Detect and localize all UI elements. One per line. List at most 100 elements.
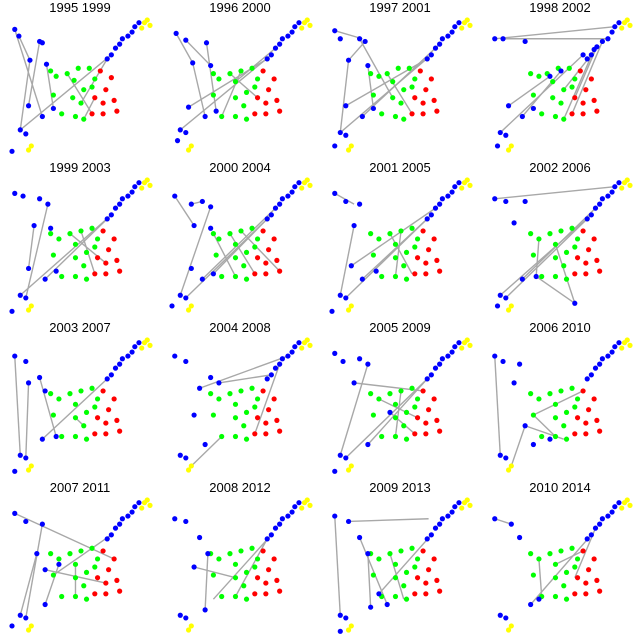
blue-point — [332, 468, 338, 474]
yellow-point — [508, 463, 514, 469]
link-line — [179, 206, 212, 296]
blue-point — [343, 132, 349, 138]
green-point — [254, 556, 261, 562]
green-point — [83, 436, 90, 442]
blue-point — [272, 525, 279, 531]
red-point — [266, 247, 272, 253]
blue-point — [609, 349, 615, 355]
red-point — [252, 591, 258, 597]
blue-point — [289, 189, 295, 195]
green-point — [398, 100, 404, 106]
blue-point — [23, 455, 29, 461]
yellow-point — [627, 22, 633, 28]
yellow-point — [301, 340, 308, 346]
blue-point — [12, 26, 18, 32]
red-point — [577, 68, 583, 74]
red-point — [277, 588, 283, 594]
green-point — [403, 569, 410, 575]
green-point — [409, 545, 415, 551]
link-line — [19, 60, 31, 130]
green-point — [50, 252, 57, 258]
green-point — [72, 273, 79, 280]
red-point — [574, 575, 581, 581]
blue-point — [191, 564, 197, 570]
blue-point — [129, 509, 135, 515]
link-line — [212, 218, 268, 275]
yellow-point — [345, 307, 352, 313]
blue-point — [272, 45, 279, 51]
blue-point — [329, 308, 335, 314]
blue-point — [268, 532, 274, 538]
blue-point — [599, 516, 605, 522]
blue-point — [432, 205, 439, 211]
yellow-point — [299, 185, 305, 191]
link-line — [367, 553, 372, 608]
red-point — [271, 396, 277, 402]
link-line — [229, 73, 259, 99]
link-line — [535, 238, 540, 277]
green-point — [392, 593, 399, 600]
red-point — [277, 428, 283, 434]
green-point — [232, 255, 239, 261]
yellow-point — [301, 180, 308, 186]
link-line — [25, 203, 49, 299]
blue-point — [296, 500, 302, 506]
red-point — [594, 108, 600, 114]
green-point — [547, 551, 553, 557]
yellow-point — [147, 342, 153, 348]
blue-point — [23, 518, 29, 525]
green-point — [232, 95, 239, 101]
panel-title: 1999 2003 — [49, 160, 111, 175]
green-point — [390, 95, 396, 101]
red-point — [274, 97, 280, 103]
green-point — [216, 396, 222, 402]
link-line — [218, 374, 272, 384]
green-point — [552, 255, 559, 261]
yellow-point — [345, 627, 352, 633]
green-point — [72, 593, 79, 600]
blue-point — [183, 615, 189, 621]
red-point — [431, 236, 437, 242]
blue-point — [432, 525, 439, 531]
blue-point — [17, 292, 23, 298]
blue-point — [497, 129, 503, 136]
panel-plot — [329, 177, 473, 314]
blue-point — [277, 521, 283, 527]
panel-title: 2007 2011 — [49, 480, 111, 495]
blue-point — [536, 596, 542, 602]
blue-point — [117, 361, 123, 367]
blue-point — [530, 105, 536, 112]
blue-point — [522, 38, 528, 45]
blue-point — [132, 504, 138, 510]
red-point — [114, 108, 120, 114]
blue-point — [202, 607, 208, 613]
red-point — [591, 97, 597, 103]
blue-point — [43, 61, 50, 67]
green-point — [414, 556, 421, 562]
blue-point — [503, 198, 509, 205]
red-point — [583, 580, 589, 586]
green-point — [528, 231, 534, 237]
yellow-point — [139, 505, 145, 511]
blue-point — [183, 455, 189, 461]
link-line — [240, 230, 281, 272]
green-point — [387, 391, 393, 397]
green-point — [561, 583, 567, 589]
red-point — [271, 556, 277, 562]
green-point — [387, 231, 393, 237]
green-point — [94, 236, 101, 242]
green-point — [368, 231, 374, 237]
blue-point — [612, 344, 618, 350]
green-point — [379, 433, 385, 440]
red-point — [414, 575, 421, 581]
blue-point — [42, 276, 48, 282]
green-point — [376, 556, 382, 562]
red-point — [263, 260, 269, 266]
link-line — [521, 207, 596, 280]
panel-title: 1995 1999 — [49, 0, 111, 15]
link-line — [348, 518, 429, 523]
red-point — [260, 68, 266, 74]
green-point — [59, 273, 65, 280]
green-point — [392, 273, 399, 280]
yellow-point — [467, 342, 473, 348]
